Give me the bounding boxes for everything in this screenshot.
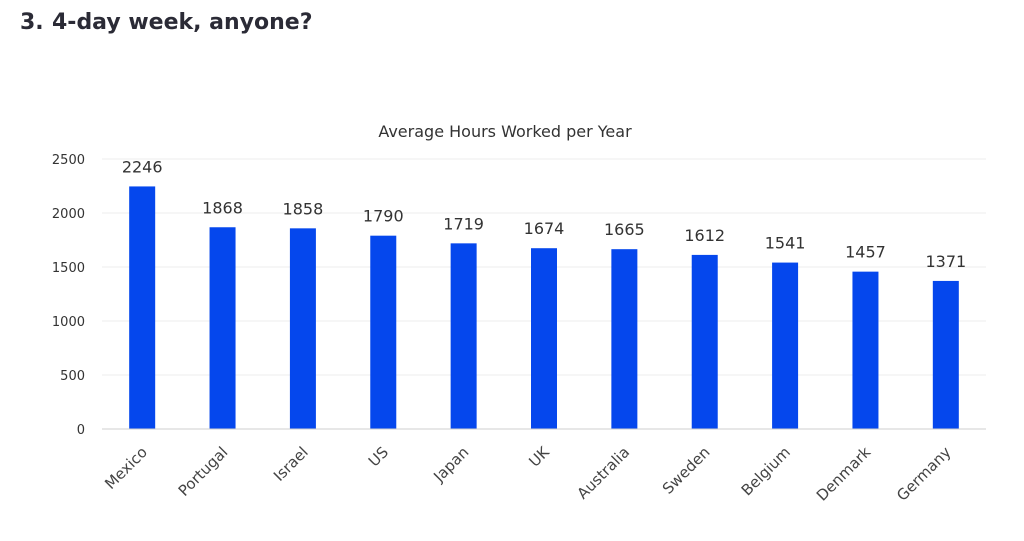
chart-title: Average Hours Worked per Year <box>378 122 632 141</box>
x-category-label: Israel <box>270 443 312 485</box>
x-axis-categories: Mexico Portugal Israel US Japan UK Australia Sw… <box>101 442 954 504</box>
bar-japan <box>450 243 477 429</box>
y-tick-label: 2000 <box>52 207 85 222</box>
x-category-label: Mexico <box>101 443 151 493</box>
data-label: 1868 <box>202 198 243 217</box>
x-category-label: Denmark <box>813 443 875 505</box>
x-category-label: US <box>365 443 392 470</box>
bar-sweden <box>691 254 718 429</box>
x-category-label: Australia <box>574 443 634 503</box>
bar-germany <box>932 280 959 429</box>
y-axis-ticks: 0 500 1000 1500 2000 2500 <box>52 153 85 438</box>
data-label: 1674 <box>524 219 565 238</box>
x-category-label: Germany <box>893 443 955 505</box>
y-tick-label: 0 <box>77 423 85 438</box>
section-heading: 3. 4-day week, anyone? <box>20 10 312 35</box>
section-number: 3. <box>20 10 44 35</box>
y-tick-label: 1000 <box>52 315 85 330</box>
x-category-label: UK <box>525 442 553 470</box>
bar-belgium <box>772 262 799 429</box>
y-tick-label: 1500 <box>52 261 85 276</box>
data-labels: 2246 1868 1858 1790 1719 1674 1665 1612 1541 1457… <box>122 157 966 271</box>
bars <box>129 186 959 429</box>
data-label: 1665 <box>604 220 645 239</box>
section-title: 4-day week, anyone? <box>52 10 313 35</box>
y-tick-label: 500 <box>60 369 85 384</box>
data-label: 1371 <box>925 252 966 271</box>
bar-mexico <box>129 186 156 429</box>
data-label: 1541 <box>765 234 806 253</box>
bar-uk <box>531 248 557 429</box>
x-category-label: Japan <box>429 443 472 486</box>
y-tick-label: 2500 <box>52 153 85 168</box>
x-category-label: Belgium <box>738 443 794 499</box>
data-label: 1457 <box>845 243 886 262</box>
bar-us <box>370 235 397 429</box>
bar-portugal <box>209 227 236 429</box>
x-category-label: Sweden <box>659 443 714 498</box>
bar-denmark <box>852 271 879 429</box>
bar-australia <box>611 249 638 429</box>
data-label: 1790 <box>363 207 404 226</box>
bar-israel <box>289 228 316 429</box>
x-category-label: Portugal <box>175 443 232 500</box>
data-label: 2246 <box>122 157 163 176</box>
data-label: 1719 <box>443 214 484 233</box>
data-label: 1858 <box>283 199 324 218</box>
data-label: 1612 <box>684 226 725 245</box>
